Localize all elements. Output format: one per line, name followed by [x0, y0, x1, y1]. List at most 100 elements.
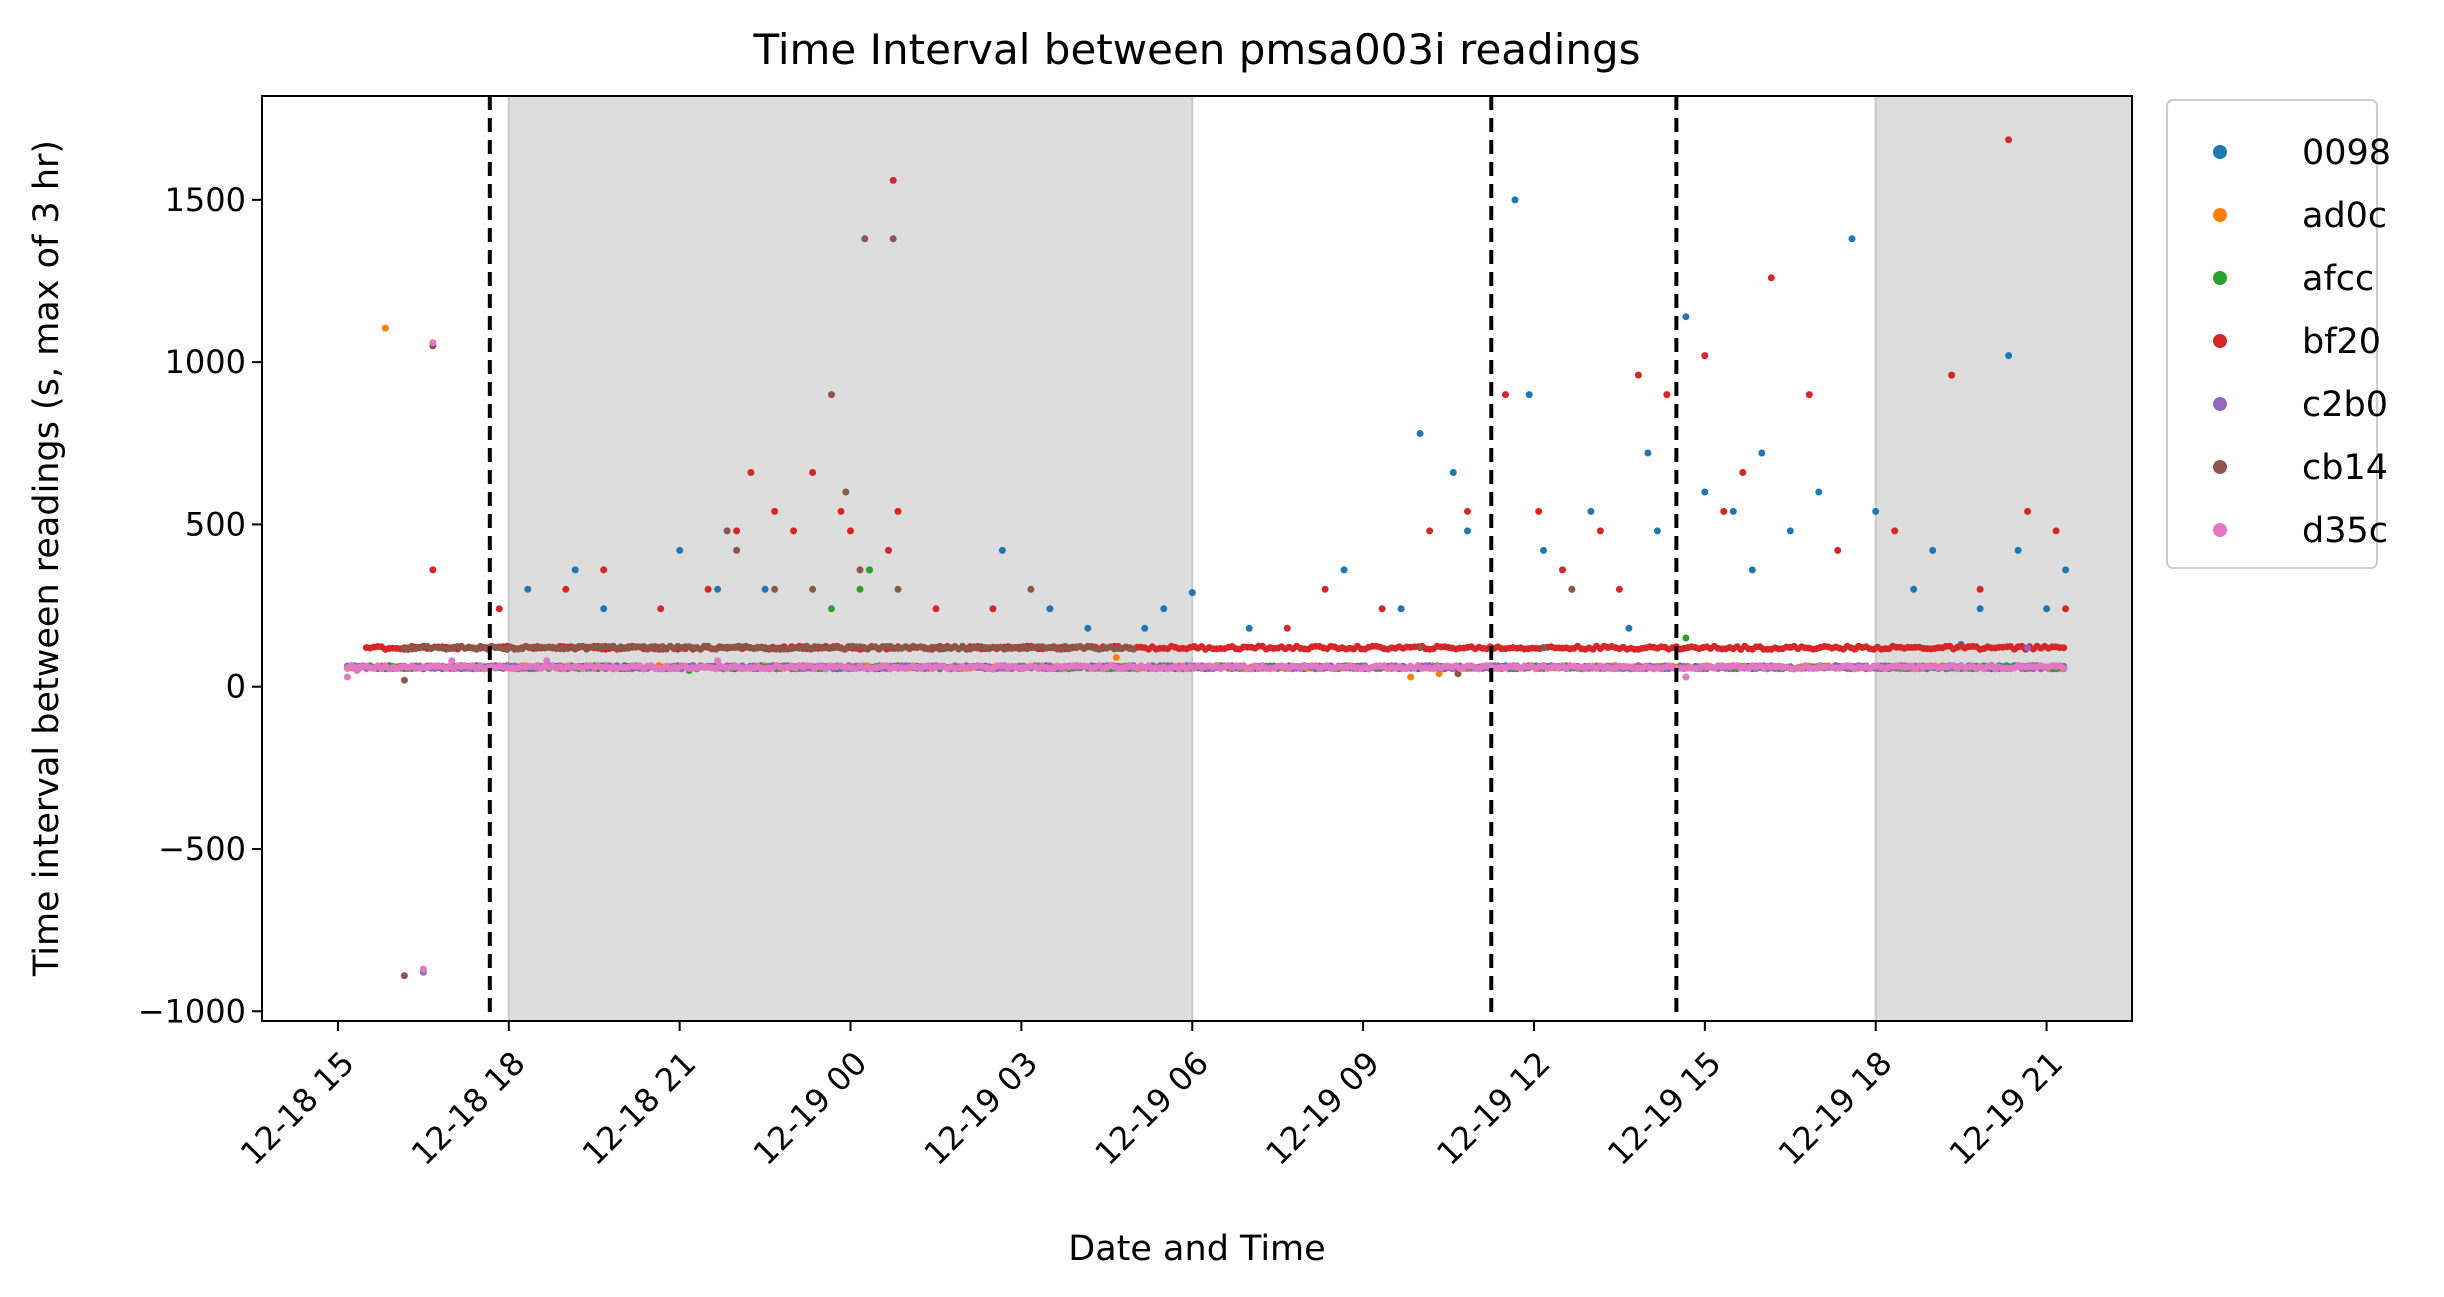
- legend-marker-afcc: [2213, 271, 2227, 285]
- point-bf20: [1720, 507, 1728, 515]
- point-bf20: [1464, 507, 1471, 515]
- point-cb14: [861, 235, 869, 243]
- point-0098: [1929, 546, 1937, 554]
- point-bf20: [1321, 585, 1329, 593]
- point-0098: [2043, 605, 2051, 613]
- point-bf20: [1535, 507, 1543, 515]
- series-d35c: [343, 339, 2068, 973]
- point-bf20: [989, 605, 997, 613]
- point-bf20: [1663, 391, 1671, 399]
- point-cb14: [809, 585, 817, 593]
- point-0098: [1729, 507, 1737, 515]
- point-bf20: [1739, 469, 1747, 476]
- shaded-regions: [507, 95, 2133, 1022]
- y-axis-label: Time interval between readings (s, max o…: [27, 140, 67, 977]
- y-tick-label: 0: [226, 668, 246, 706]
- point-bf20: [562, 585, 570, 593]
- point-cb14: [1540, 644, 1547, 652]
- point-ad0c: [381, 324, 389, 332]
- point-0098: [676, 546, 684, 554]
- point-0098: [1872, 507, 1880, 515]
- point-0098: [998, 546, 1006, 554]
- point-bf20: [1283, 624, 1291, 632]
- point-0098: [761, 585, 769, 593]
- point-cb14: [889, 235, 897, 243]
- point-0098: [524, 585, 532, 593]
- point-0098: [1046, 605, 1054, 613]
- point-0098: [1644, 449, 1652, 457]
- point-bf20: [1891, 527, 1899, 535]
- y-tick-label: 500: [185, 505, 246, 543]
- point-d35c: [429, 339, 437, 347]
- legend-label-d35c: d35c: [2302, 511, 2388, 551]
- point-cb14: [828, 391, 835, 399]
- point-bf20: [837, 507, 845, 515]
- point-0098: [1397, 605, 1405, 613]
- point-bf20: [1805, 391, 1813, 399]
- legend-label-c2b0: c2b0: [2302, 385, 2388, 425]
- point-bf20: [790, 527, 798, 535]
- legend-label-ad0c: ad0c: [2302, 196, 2387, 236]
- point-bf20: [495, 605, 503, 613]
- y-tick-label: 1000: [165, 343, 246, 381]
- point-0098: [1449, 469, 1457, 476]
- x-axis-label: Date and Time: [1068, 1229, 1325, 1269]
- point-bf20: [1615, 585, 1623, 593]
- point-cb14: [1416, 644, 1424, 652]
- point-0098: [1160, 605, 1168, 613]
- point-cb14: [733, 546, 741, 554]
- point-0098: [1848, 235, 1856, 243]
- point-cb14: [856, 566, 864, 574]
- legend-marker-cb14: [2213, 460, 2227, 474]
- point-0098: [1758, 449, 1766, 457]
- point-bf20: [885, 546, 892, 554]
- point-0098: [1786, 527, 1794, 535]
- point-ad0c: [1407, 673, 1415, 681]
- point-bf20: [2060, 644, 2068, 652]
- point-cb14: [1568, 585, 1576, 593]
- point-0098: [600, 605, 608, 613]
- point-0098: [1525, 391, 1533, 399]
- point-bf20: [1976, 585, 1984, 593]
- point-0098: [1245, 624, 1253, 632]
- shaded-region-1: [1874, 95, 2133, 1022]
- point-bf20: [2024, 507, 2032, 515]
- legend-label-bf20: bf20: [2302, 322, 2381, 362]
- point-bf20: [894, 507, 902, 515]
- point-0098: [1587, 507, 1595, 515]
- point-bf20: [600, 566, 608, 574]
- point-bf20: [1596, 527, 1604, 535]
- point-0098: [1748, 566, 1756, 574]
- point-0098: [1464, 527, 1471, 535]
- legend-marker-d35c: [2213, 523, 2227, 537]
- point-bf20: [847, 527, 854, 535]
- legend-label-afcc: afcc: [2302, 259, 2374, 299]
- y-tick-label: 1500: [165, 181, 246, 219]
- legend-marker-c2b0: [2213, 397, 2227, 411]
- point-afcc: [856, 585, 864, 593]
- point-0098: [571, 566, 579, 574]
- point-0098: [1511, 196, 1519, 204]
- point-0098: [1141, 624, 1149, 632]
- point-bf20: [889, 176, 897, 184]
- point-afcc: [1682, 634, 1690, 642]
- point-cb14: [771, 585, 779, 593]
- point-0098: [1815, 488, 1823, 496]
- point-d35c: [419, 965, 427, 973]
- chart-title: Time Interval between pmsa003i readings: [752, 25, 1640, 74]
- plot-area-frame: [261, 95, 2133, 1022]
- point-0098: [1976, 605, 1984, 613]
- legend-label-0098: 0098: [2302, 133, 2391, 173]
- point-bf20: [2052, 527, 2060, 535]
- point-0098: [1682, 313, 1690, 321]
- legend: 0098 ad0c afcc bf20 c2b0 cb14 d35c: [2166, 99, 2391, 569]
- point-0098: [1340, 566, 1348, 574]
- point-bf20: [1834, 546, 1842, 554]
- point-d35c: [343, 673, 351, 681]
- point-bf20: [1426, 527, 1434, 535]
- point-0098: [1625, 624, 1633, 632]
- vertical-dashed-lines: [487, 96, 1679, 1021]
- point-0098: [1416, 430, 1424, 437]
- point-bf20: [932, 605, 940, 613]
- point-cb14: [894, 585, 902, 593]
